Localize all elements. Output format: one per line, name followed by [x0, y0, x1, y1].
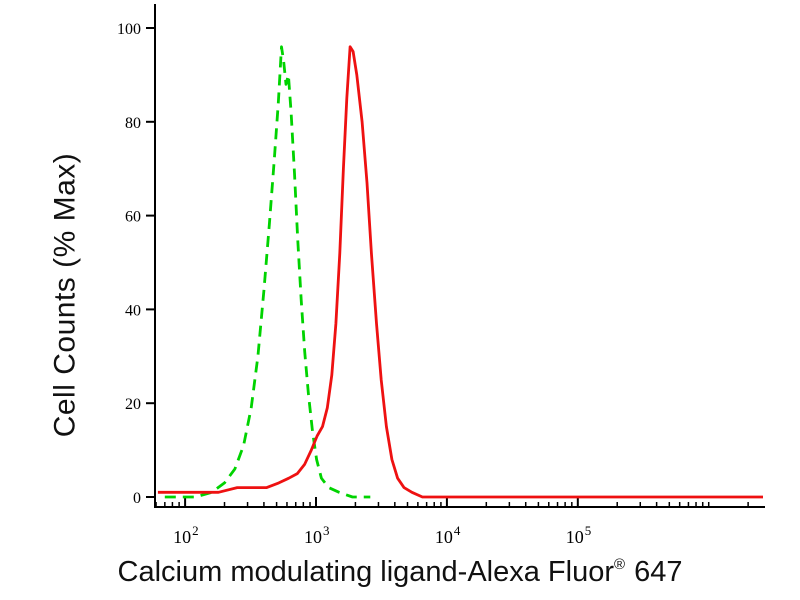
red-solid-curve — [157, 45, 763, 499]
y-tick-label: 40 — [125, 302, 141, 319]
chart-canvas: 0 20 40 60 80 100 102 103 104 105 — [117, 4, 765, 547]
x-axis-title-number: 647 — [634, 556, 683, 588]
x-tick-label: 105 — [566, 523, 592, 547]
x-axis-title-main: Calcium modulating ligand-Alexa Fluor — [117, 556, 614, 588]
green-dashed-curve — [164, 45, 371, 499]
x-tick-label: 103 — [304, 523, 330, 547]
y-tick-label: 80 — [125, 115, 141, 132]
x-axis-title: Calcium modulating ligand-Alexa Fluor® 64… — [0, 556, 800, 589]
y-tick-label: 0 — [133, 490, 141, 507]
x-tick-label: 102 — [173, 523, 199, 547]
y-tick-label: 100 — [117, 21, 141, 38]
x-tick-label: 104 — [435, 523, 461, 547]
registered-mark-icon: ® — [614, 556, 626, 574]
y-tick-label: 20 — [125, 396, 141, 413]
y-tick-label: 60 — [125, 209, 141, 226]
